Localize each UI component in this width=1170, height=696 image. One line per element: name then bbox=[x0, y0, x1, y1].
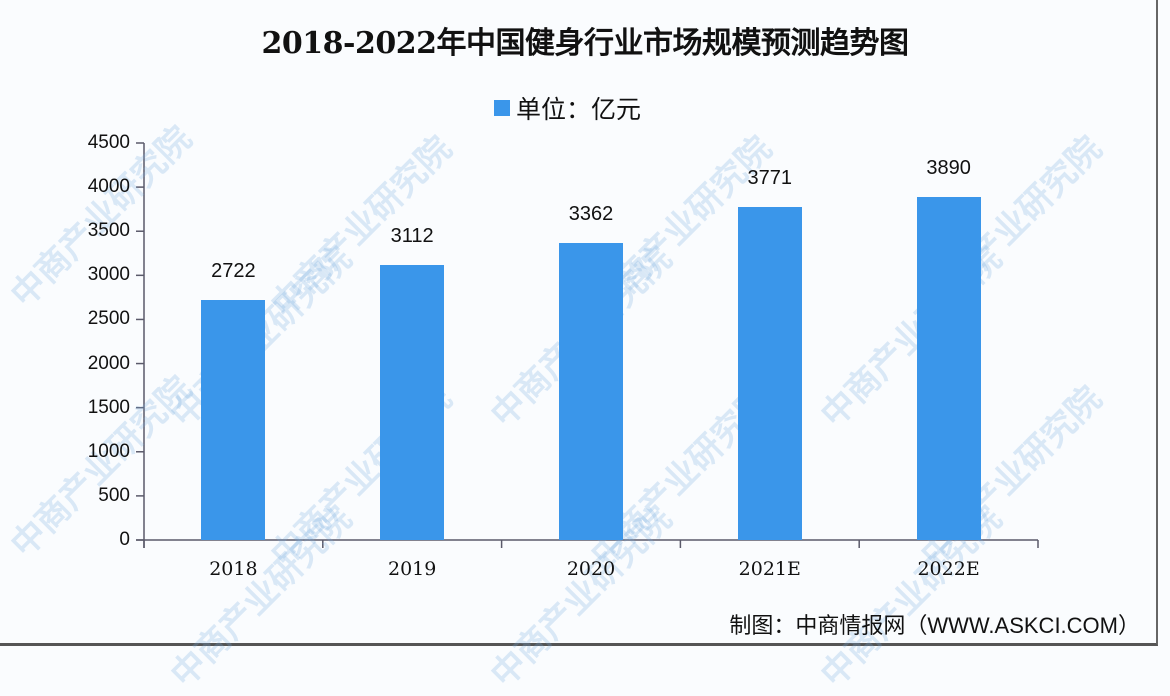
y-tick-label: 1500 bbox=[87, 396, 130, 418]
legend-label: 单位：亿元 bbox=[516, 96, 642, 124]
x-tick-label: 2021E bbox=[738, 558, 801, 580]
x-tick-label: 2018 bbox=[209, 558, 258, 580]
legend-swatch bbox=[494, 100, 510, 116]
bar-value-label: 3362 bbox=[568, 203, 614, 226]
bar-2022E bbox=[916, 196, 981, 540]
y-tick-label: 4500 bbox=[87, 132, 130, 153]
y-tick-label: 1000 bbox=[87, 440, 130, 462]
bar-chart: 中商产业研究院 中商产业研究院 中商产业研究院 中商产业研究院 中商产业研究院 中商产业研… bbox=[4, 119, 1109, 694]
bar-2018 bbox=[201, 299, 266, 540]
x-tick-label: 2022E bbox=[917, 558, 980, 580]
chart-axes bbox=[136, 142, 1039, 548]
x-tick-label: 2019 bbox=[388, 558, 437, 580]
x-tick-label: 2020 bbox=[566, 558, 616, 580]
bar-value-label: 3112 bbox=[390, 225, 434, 248]
bar-value-label: 3890 bbox=[926, 156, 971, 179]
chart-frame bbox=[0, 0, 1158, 646]
source-note: 制图：中商情报网（WWW.ASKCI.COM） bbox=[729, 613, 1140, 638]
y-tick-label: 2500 bbox=[87, 308, 130, 330]
y-tick-label: 3000 bbox=[87, 264, 130, 286]
bar-2020 bbox=[559, 243, 623, 540]
bar-value-label: 3771 bbox=[747, 167, 793, 190]
y-tick-label: 0 bbox=[119, 529, 130, 550]
legend: 单位：亿元 bbox=[494, 90, 641, 126]
chart-title: 2018-2022年中国健身行业市场规模预测趋势图 bbox=[261, 26, 909, 61]
bar-value-label: 2722 bbox=[211, 259, 256, 282]
bar-2021E bbox=[737, 207, 802, 540]
y-tick-label: 500 bbox=[98, 484, 130, 506]
y-tick-label: 2000 bbox=[87, 352, 130, 374]
y-tick-label: 3500 bbox=[87, 220, 130, 242]
bar-2019 bbox=[380, 265, 445, 540]
y-tick-label: 4000 bbox=[87, 176, 130, 198]
